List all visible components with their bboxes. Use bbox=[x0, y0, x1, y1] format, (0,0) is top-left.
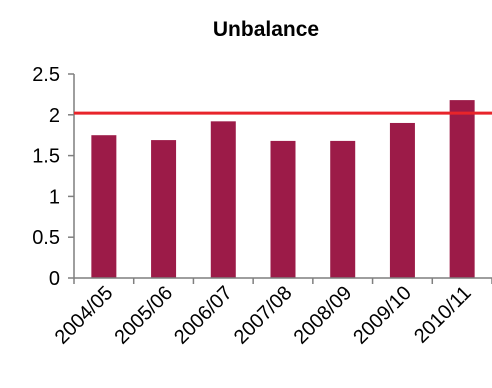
y-tick-label: 2.5 bbox=[32, 64, 60, 86]
y-tick-label: 0 bbox=[49, 268, 60, 290]
bar-2009-10 bbox=[389, 122, 415, 279]
y-tick-label: 2 bbox=[49, 105, 60, 127]
bar-2008-09 bbox=[330, 140, 356, 278]
x-tick-label: 2008/09 bbox=[290, 282, 357, 349]
x-tick-label: 2010/11 bbox=[410, 282, 476, 348]
x-tick-label: 2005/06 bbox=[110, 282, 177, 349]
bar-2005-06 bbox=[151, 140, 177, 278]
y-axis-ticks: 0 0.5 1 1.5 2 2.5 bbox=[32, 64, 74, 290]
bar-2006-07 bbox=[210, 121, 236, 278]
chart-title: Unbalance bbox=[213, 18, 319, 41]
x-tick-label: 2006/07 bbox=[170, 282, 237, 349]
y-tick-label: 0.5 bbox=[32, 227, 60, 249]
bars bbox=[91, 100, 475, 279]
bar-2010-11 bbox=[449, 100, 475, 278]
y-tick-label: 1.5 bbox=[32, 146, 60, 168]
bar-2004-05 bbox=[91, 135, 117, 278]
x-tick-label: 2009/10 bbox=[349, 282, 416, 349]
x-tick-label: 2004/05 bbox=[51, 282, 118, 349]
bar-2007-08 bbox=[270, 140, 296, 278]
y-tick-label: 1 bbox=[49, 186, 60, 208]
x-axis-ticks: 2004/052005/062006/072007/082008/092009/… bbox=[51, 278, 492, 349]
x-tick-label: 2007/08 bbox=[230, 282, 297, 349]
